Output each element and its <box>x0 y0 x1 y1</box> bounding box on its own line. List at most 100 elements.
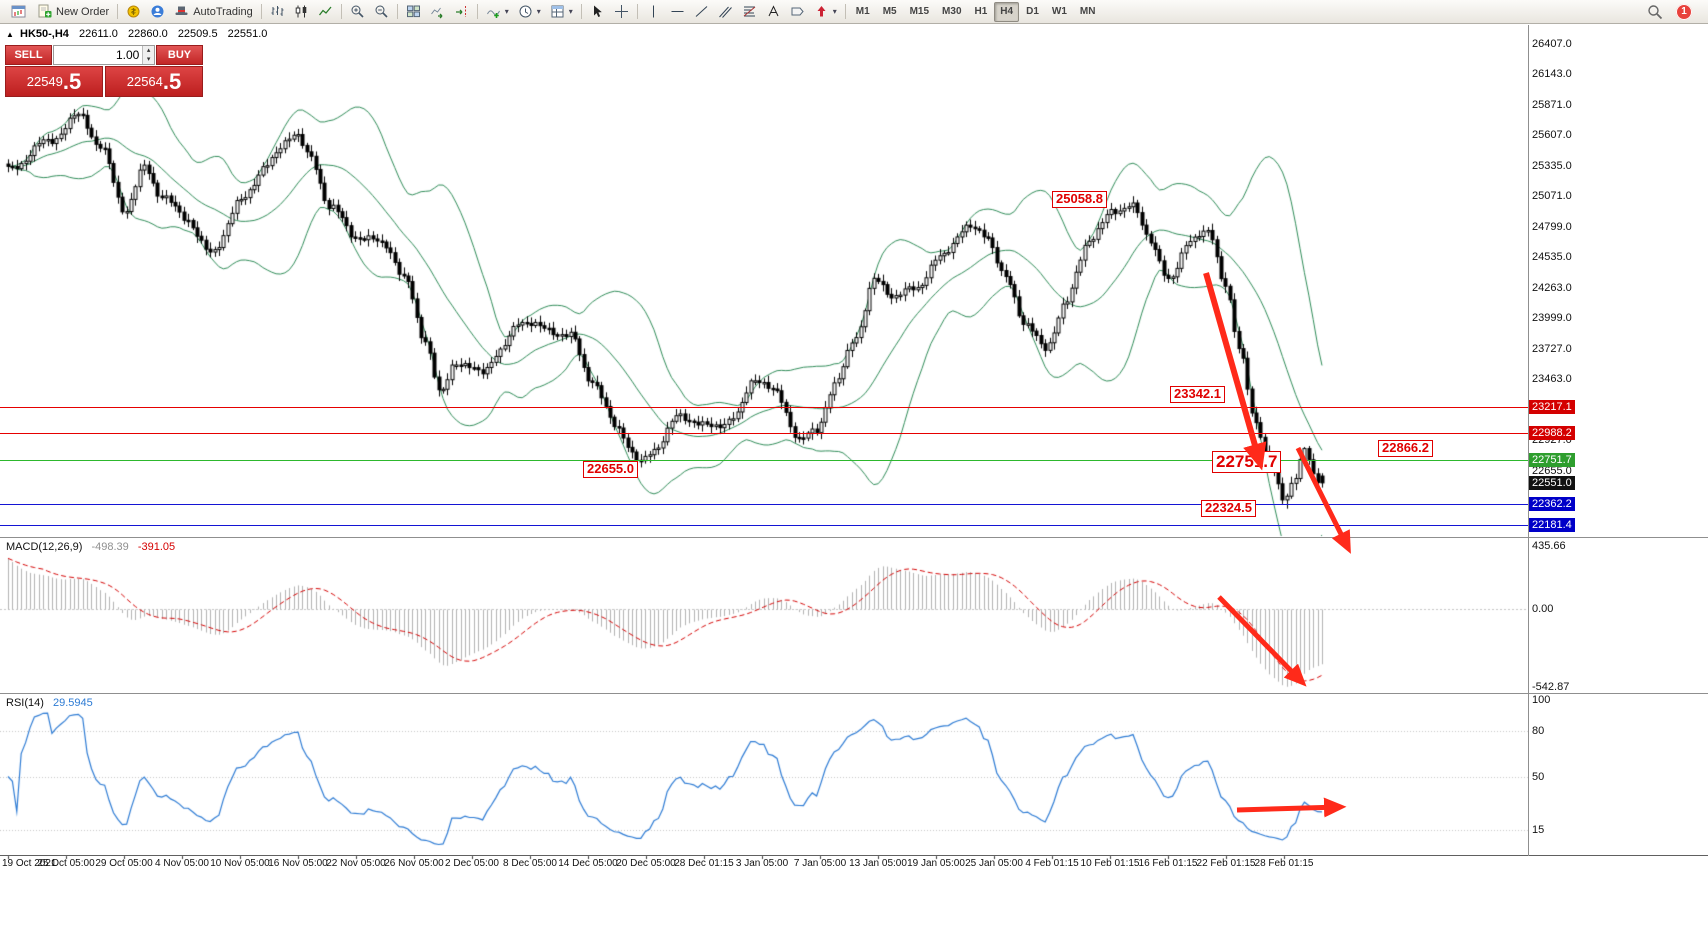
notification-badge[interactable]: 1 <box>1676 3 1692 20</box>
chevron-down-icon: ▾ <box>504 6 509 16</box>
chart-ohlc-header: HK50-,H4 22611.0 22860.0 22509.5 22551.0 <box>20 28 274 40</box>
timeframe-button-m5[interactable]: M5 <box>882 6 897 17</box>
label-button[interactable] <box>786 2 809 22</box>
toolbar-right-group: 1 <box>1643 2 1692 22</box>
autotrading-hat-icon <box>175 6 188 15</box>
toolbar-separator <box>396 4 398 19</box>
timeframe-button-d1[interactable]: D1 <box>1026 6 1039 17</box>
chart-window-icon <box>4 1 32 23</box>
timeframe-button-h1[interactable]: H1 <box>974 6 988 17</box>
price-scale-border <box>1528 25 1529 856</box>
zoom-in-button[interactable] <box>346 2 369 22</box>
zoom-in-icon <box>351 5 364 18</box>
templates-button[interactable]: ▾ <box>546 2 577 22</box>
auto-scroll-button[interactable] <box>426 2 449 22</box>
one-click-price-row: 22549 .5 22564 .5 <box>5 66 203 97</box>
toolbar-separator <box>844 4 846 19</box>
timeframe-button-m30[interactable]: M30 <box>942 6 962 17</box>
timeframe-button-mn[interactable]: MN <box>1079 6 1096 17</box>
search-button[interactable] <box>1643 2 1667 22</box>
bar-chart-icon <box>271 6 284 16</box>
support-button[interactable] <box>146 2 169 22</box>
support-person-icon <box>151 5 164 18</box>
bar-chart-button[interactable] <box>266 2 289 22</box>
one-click-top-row: SELL ▴ ▾ BUY <box>5 45 203 65</box>
indicators-icon <box>486 10 500 18</box>
rsi-value: 29.5945 <box>52 697 93 709</box>
indicators-button[interactable]: ▾ <box>482 2 513 22</box>
fibonacci-icon <box>743 6 756 17</box>
toolbar-separator <box>260 4 262 19</box>
channel-button[interactable] <box>714 2 737 22</box>
vertical-line-button[interactable] <box>642 2 665 22</box>
shapes-button[interactable]: ▾ <box>810 2 841 22</box>
macd-main-value: -498.39 <box>91 541 129 553</box>
new-order-label: New Order <box>56 5 110 18</box>
text-button[interactable] <box>762 2 785 22</box>
volume-input[interactable] <box>54 46 143 64</box>
buy-price-main: 22564 <box>126 74 163 89</box>
ohlc-low: 22509.5 <box>177 28 218 40</box>
candlestick-chart-icon <box>295 5 307 18</box>
chart-shift-button[interactable] <box>450 2 473 22</box>
horizontal-line-icon <box>671 11 684 12</box>
sell-price-frac: .5 <box>62 69 82 94</box>
new-order-icon <box>38 4 52 18</box>
cursor-button[interactable] <box>586 2 609 22</box>
toolbar-separator <box>476 4 478 19</box>
price-scale[interactable] <box>1529 25 1599 856</box>
rsi-panel[interactable] <box>0 694 1528 855</box>
coin-icon <box>127 5 140 18</box>
zoom-out-button[interactable] <box>370 2 393 22</box>
toolbar-separator <box>117 4 119 19</box>
one-click-collapse-button[interactable]: ▲ <box>6 30 14 39</box>
periods-button[interactable]: ▾ <box>514 2 545 22</box>
macd-label: MACD(12,26,9) <box>6 541 83 553</box>
rsi-header: RSI(14) 29.5945 <box>6 697 93 709</box>
rsi-label: RSI(14) <box>6 697 44 709</box>
timeframe-button-m1[interactable]: M1 <box>855 6 870 17</box>
templates-icon <box>551 5 564 18</box>
crosshair-button[interactable] <box>610 2 633 22</box>
timeframe-button-h4[interactable]: H4 <box>994 1 1020 22</box>
trendline-button[interactable] <box>690 2 713 22</box>
clock-icon <box>519 5 532 18</box>
crosshair-icon <box>614 5 628 18</box>
line-chart-button[interactable] <box>314 2 337 22</box>
channel-icon <box>718 6 732 18</box>
one-click-trading-panel: SELL ▴ ▾ BUY 22549 .5 22564 .5 <box>5 45 203 97</box>
auto-scroll-icon <box>430 7 443 19</box>
sell-price-main: 22549 <box>26 74 63 89</box>
toolbar-separator <box>636 4 638 19</box>
volume-spinner: ▴ ▾ <box>142 46 154 64</box>
label-icon <box>791 7 804 16</box>
chart-shift-icon <box>455 6 466 17</box>
horizontal-line-button[interactable] <box>666 2 689 22</box>
funds-button[interactable] <box>122 2 145 22</box>
vertical-line-icon <box>652 5 654 18</box>
panel-separator-macd[interactable] <box>0 537 1708 538</box>
macd-panel[interactable] <box>0 538 1528 692</box>
volume-down-icon[interactable]: ▾ <box>143 55 154 64</box>
buy-price-button[interactable]: 22564 .5 <box>105 66 203 97</box>
sell-price-button[interactable]: 22549 .5 <box>5 66 103 97</box>
main-toolbar: New Order AutoTrading ▾ ▾ ▾ <box>0 0 1708 24</box>
buy-button[interactable]: BUY <box>156 45 203 65</box>
arrow-shape-icon <box>817 6 826 17</box>
time-axis[interactable] <box>0 856 1528 870</box>
timeframe-button-w1[interactable]: W1 <box>1051 6 1067 17</box>
search-icon <box>1648 4 1663 19</box>
volume-up-icon[interactable]: ▴ <box>143 46 154 55</box>
tile-windows-button[interactable] <box>402 2 425 22</box>
panel-separator-rsi[interactable] <box>0 693 1708 694</box>
timeframe-button-m15[interactable]: M15 <box>909 6 930 17</box>
new-order-button[interactable]: New Order <box>33 2 113 22</box>
ohlc-close: 22551.0 <box>227 28 268 40</box>
macd-signal-value: -391.05 <box>137 541 176 553</box>
sell-button[interactable]: SELL <box>5 45 52 65</box>
autotrading-button[interactable]: AutoTrading <box>170 2 257 22</box>
fibonacci-button[interactable] <box>738 2 761 22</box>
candlestick-chart-button[interactable] <box>290 2 313 22</box>
